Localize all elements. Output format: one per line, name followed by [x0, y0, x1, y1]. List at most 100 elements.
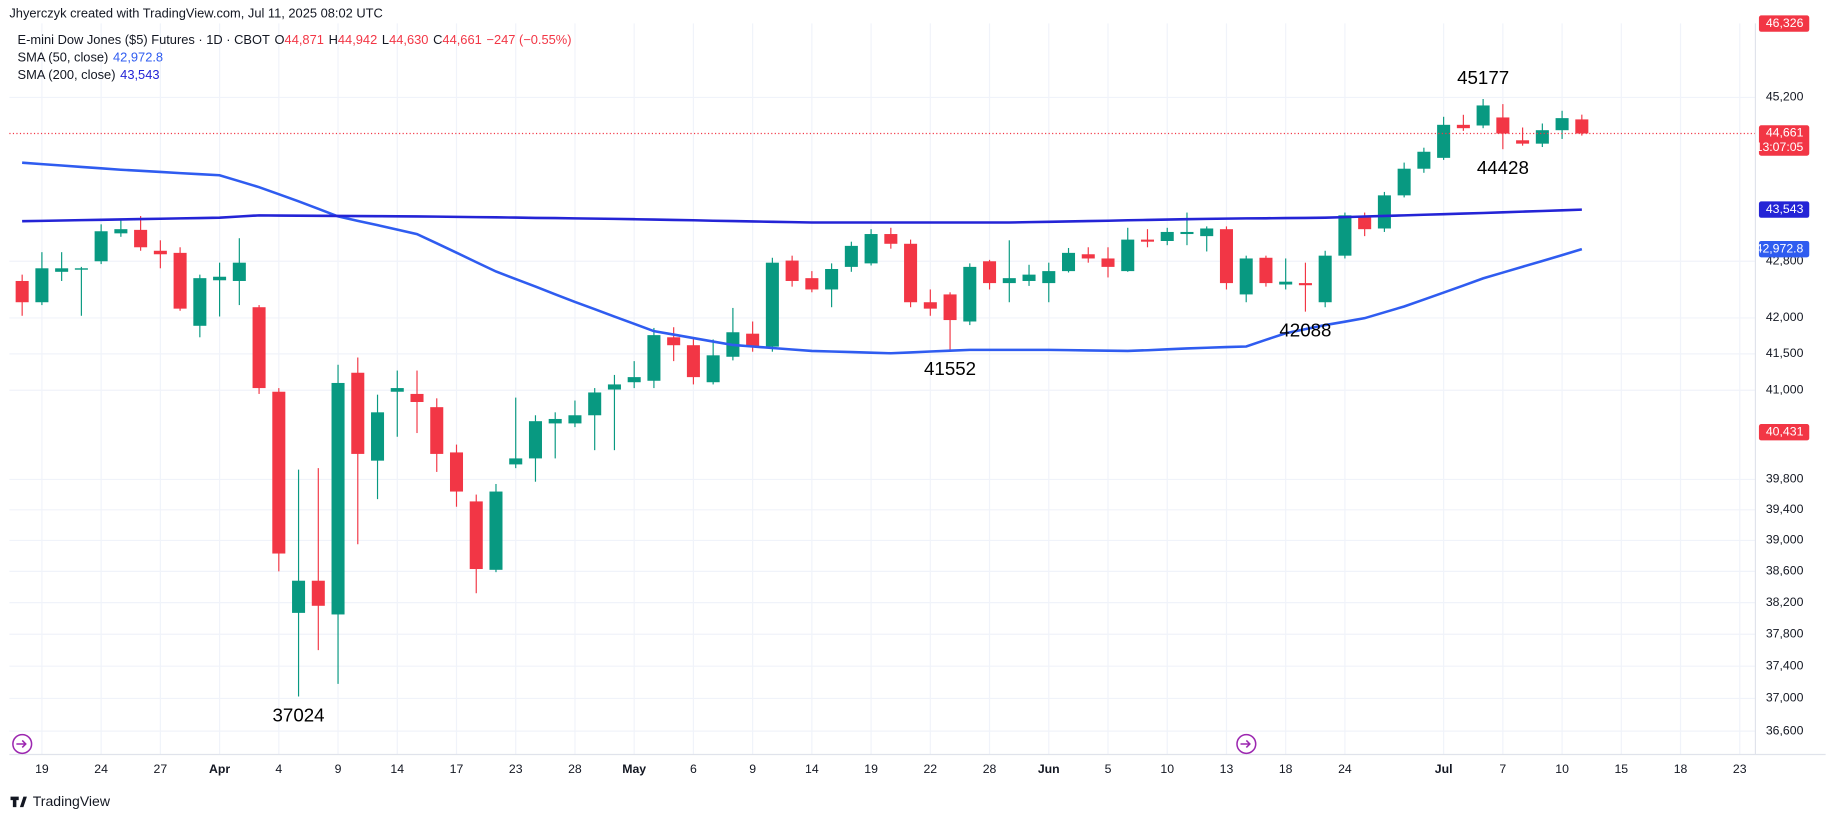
price-box: [1758, 240, 1810, 258]
ohlc-key: O: [275, 32, 285, 47]
event-icon[interactable]: [12, 733, 33, 755]
candle-body: [449, 452, 464, 492]
x-tick-label: 14: [805, 762, 819, 776]
candle-body: [371, 412, 385, 461]
x-tick-label: 9: [749, 762, 756, 776]
logo-text: TradingView: [33, 793, 111, 809]
price-box: [1758, 424, 1810, 441]
candle-body: [15, 280, 29, 303]
candle-body: [311, 580, 325, 606]
footer-logo[interactable]: TradingView: [10, 793, 111, 809]
candle-body: [1180, 231, 1194, 235]
price-annotation: 41552: [924, 358, 976, 379]
candle-body: [805, 278, 819, 290]
candle-body: [568, 415, 582, 424]
candle-body: [706, 355, 720, 383]
candle-body: [1081, 254, 1095, 259]
legend-value: 43,543: [120, 67, 159, 82]
event-icon[interactable]: [1236, 733, 1257, 755]
price-box-label: 42,972.8: [1756, 241, 1804, 255]
x-tick-label: 28: [983, 762, 997, 776]
candle-body: [607, 384, 621, 390]
candle-body: [1417, 151, 1431, 169]
candle-body: [213, 276, 227, 281]
x-tick-label: 14: [390, 762, 404, 776]
candle-body: [1002, 278, 1016, 284]
candle-body: [252, 307, 266, 389]
y-tick-label: 39,000: [1766, 533, 1804, 547]
x-tick-label: 18: [1279, 762, 1293, 776]
candle-body: [627, 377, 641, 383]
candle-body: [1022, 274, 1036, 281]
price-annotation: 45177: [1457, 67, 1509, 88]
symbol-name: E-mini Dow Jones ($5) Futures · 1D · CBO…: [18, 32, 270, 47]
candle-body: [1239, 258, 1253, 295]
candle-body: [785, 260, 799, 281]
x-tick-label: 19: [864, 762, 878, 776]
x-tick-label: 19: [35, 762, 49, 776]
y-tick-label: 41,500: [1766, 346, 1804, 360]
y-tick-label: 37,000: [1766, 691, 1804, 705]
countdown: 13:07:05: [1756, 140, 1804, 154]
candle-body: [923, 302, 937, 309]
y-tick-label: 41,000: [1766, 383, 1804, 397]
x-tick-label: 28: [568, 762, 582, 776]
candle-body: [390, 388, 404, 392]
x-tick-label: 17: [450, 762, 464, 776]
candle-body: [943, 294, 957, 321]
candle-body: [825, 268, 839, 290]
candle-body: [1259, 257, 1273, 284]
ohlc-key: C: [433, 32, 442, 47]
ohlc-value: 44,871: [285, 32, 324, 47]
candle-body: [1298, 283, 1312, 286]
candle-body: [1397, 168, 1411, 196]
candle-body: [1358, 217, 1372, 230]
candle-body: [647, 335, 661, 381]
sma-line: [22, 208, 1582, 224]
x-tick-label: 23: [1733, 762, 1747, 776]
candle-body: [193, 278, 207, 326]
y-tick-label: 38,600: [1766, 564, 1804, 578]
x-tick-label: 18: [1674, 762, 1688, 776]
legend-name: SMA (50, close): [18, 50, 109, 65]
candle-body: [1062, 252, 1076, 272]
candle-body: [904, 243, 918, 303]
event-icon-arrow: [16, 739, 27, 749]
x-tick-label: 5: [1105, 762, 1112, 776]
y-tick-label: 36,600: [1766, 723, 1804, 737]
candle-body: [272, 391, 286, 554]
y-tick-label: 38,200: [1766, 595, 1804, 609]
price-box: [1758, 201, 1810, 218]
candle-body: [588, 392, 602, 416]
plot-area: [9, 98, 1756, 697]
y-tick-label: 37,400: [1766, 658, 1804, 672]
x-tick-label: 24: [1338, 762, 1352, 776]
candle-body: [1476, 105, 1490, 126]
price-box-label: 40,431: [1766, 424, 1804, 438]
candle-body: [351, 372, 365, 454]
candle-body: [1279, 281, 1293, 285]
x-tick-label: 27: [154, 762, 168, 776]
y-tick-label: 37,800: [1766, 626, 1804, 640]
candle-body: [35, 268, 49, 303]
logo-mark: [10, 796, 27, 808]
ohlc-value: 44,630: [389, 32, 428, 47]
candle-body: [410, 393, 424, 403]
time-axis: 19 24 27 Apr 4 9 14 17 23 28 May 6 9 14 19 22 28 Jun 5 10 13…: [35, 762, 1747, 776]
x-tick-label: 4: [275, 762, 282, 776]
ohlc-value: 44,942: [338, 32, 377, 47]
candle-body: [292, 580, 306, 613]
candle-body: [1318, 255, 1332, 303]
price-box-label: 46,326: [1766, 16, 1804, 30]
x-tick-label: 13: [1220, 762, 1234, 776]
ohlc-value: 44,661: [442, 32, 481, 47]
x-tick-label: 24: [94, 762, 108, 776]
x-tick-label: 7: [1499, 762, 1506, 776]
candle-body: [469, 501, 483, 570]
y-tick-label: 42,000: [1766, 310, 1804, 324]
x-tick-label: 10: [1160, 762, 1174, 776]
candle-body: [667, 337, 681, 346]
